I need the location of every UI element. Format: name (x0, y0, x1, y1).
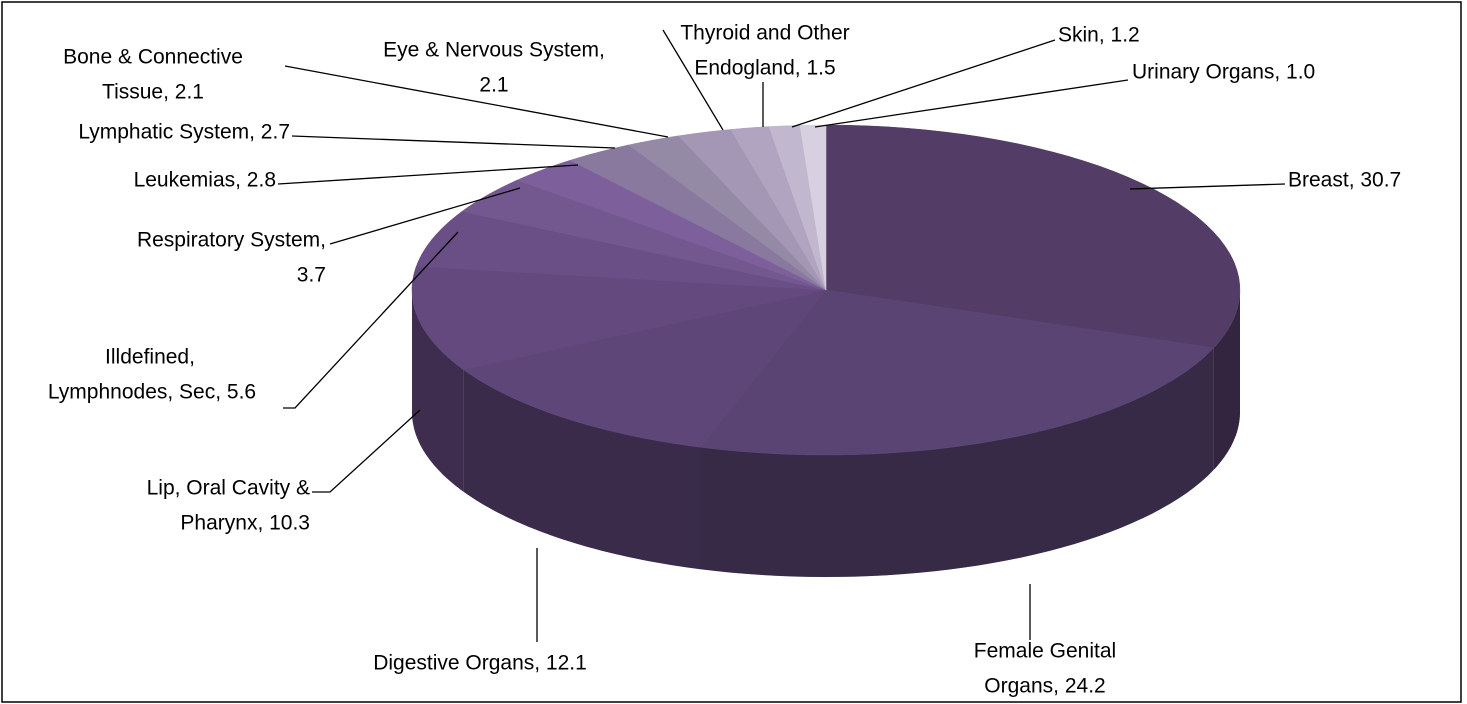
slice (799, 124, 827, 291)
data-label: Digestive Organs, 12.1 (373, 652, 587, 675)
leader-line (791, 39, 1056, 128)
leader-line (283, 231, 459, 409)
slice (825, 124, 1241, 349)
data-label: Lymphnodes, Sec, 5.6 (48, 381, 256, 404)
slice (677, 129, 827, 291)
data-label: Illdefined, (105, 346, 195, 369)
slice-side-shade (463, 369, 701, 570)
leader-line (291, 135, 616, 149)
data-label: Breast, 30.7 (1288, 169, 1401, 192)
leader-line (329, 187, 521, 245)
data-label: Lip, Oral Cavity & (147, 477, 310, 500)
slice (415, 211, 827, 291)
leader-line (284, 65, 669, 138)
data-label: Respiratory System, (137, 229, 326, 252)
leader-line (277, 164, 579, 185)
slice (462, 289, 827, 448)
slice (700, 289, 1215, 456)
leader-line (814, 79, 1129, 128)
slice (461, 179, 827, 291)
slice-side (412, 290, 464, 492)
data-label: Female Genital (974, 640, 1116, 663)
slice (569, 144, 827, 291)
slice-side-shade (412, 290, 464, 492)
leader-line (312, 409, 421, 493)
data-label: 2.1 (479, 74, 508, 97)
slice (628, 135, 827, 291)
slice-side-shade (700, 347, 1214, 577)
slice-side (463, 369, 701, 570)
leader-line (1129, 183, 1286, 190)
slice (411, 265, 827, 370)
data-label: Thyroid and Other (680, 22, 849, 45)
slice-side (1213, 290, 1240, 470)
slice-side-shade (1213, 290, 1240, 470)
slice-side (700, 347, 1214, 577)
data-label: Bone & Connective (63, 46, 243, 69)
slice (516, 160, 827, 291)
data-label: Leukemias, 2.8 (134, 169, 276, 192)
data-label: Urinary Organs, 1.0 (1132, 61, 1315, 84)
data-label: Organs, 24.2 (984, 675, 1105, 698)
leader-line (662, 29, 724, 131)
data-label: 3.7 (297, 264, 326, 287)
data-label: Endogland, 1.5 (694, 57, 835, 80)
data-label: Pharynx, 10.3 (180, 512, 310, 535)
data-label: Tissue, 2.1 (102, 81, 204, 104)
data-label: Lymphatic System, 2.7 (78, 121, 290, 144)
data-label: Eye & Nervous System, (383, 39, 605, 62)
data-label: Skin, 1.2 (1058, 24, 1140, 47)
